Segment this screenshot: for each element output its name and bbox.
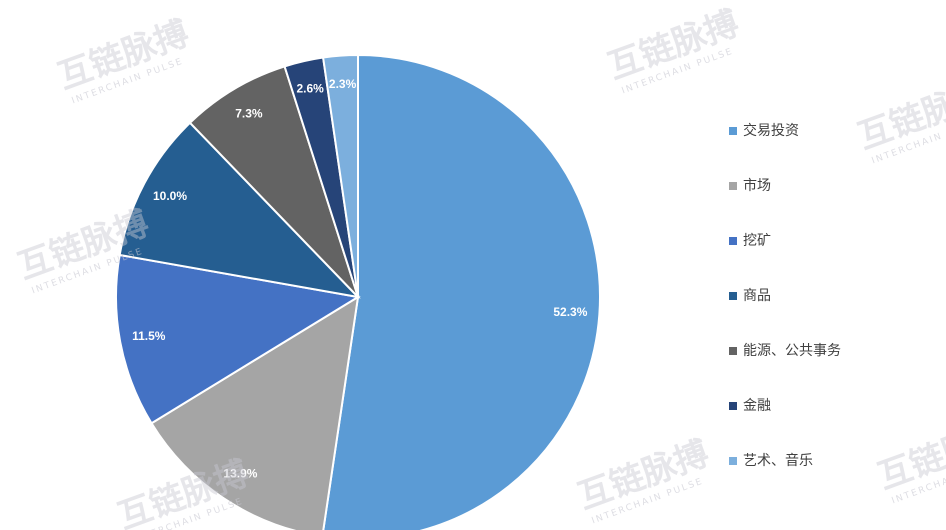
legend-label: 商品 — [743, 288, 771, 304]
legend-label: 能源、公共事务 — [743, 343, 841, 359]
data-label: 52.3% — [553, 305, 587, 319]
legend-swatch — [729, 292, 737, 300]
pie-slice — [322, 53, 601, 530]
legend-label: 金融 — [743, 398, 771, 414]
data-label: 11.5% — [132, 329, 166, 343]
legend-swatch — [729, 347, 737, 355]
pie-slice — [188, 65, 359, 298]
legend-swatch — [729, 182, 737, 190]
legend-label: 挖矿 — [743, 233, 771, 249]
data-label: 13.9% — [223, 467, 257, 481]
data-label: 7.3% — [235, 106, 263, 120]
legend-label: 艺术、音乐 — [743, 452, 813, 469]
legend-swatch — [729, 402, 737, 410]
data-label: 2.3% — [329, 77, 357, 91]
legend-swatch — [729, 457, 737, 465]
pie-slice — [118, 121, 361, 299]
pie-slice — [115, 253, 361, 425]
pie-slice — [150, 295, 360, 530]
data-label: 10.0% — [153, 189, 187, 203]
legend-label: 交易投资 — [743, 122, 799, 139]
data-label: 2.6% — [297, 82, 325, 96]
pie-slice — [321, 53, 359, 298]
legend-swatch — [729, 127, 737, 135]
legend-swatch — [729, 237, 737, 245]
legend-label: 市场 — [743, 177, 771, 194]
